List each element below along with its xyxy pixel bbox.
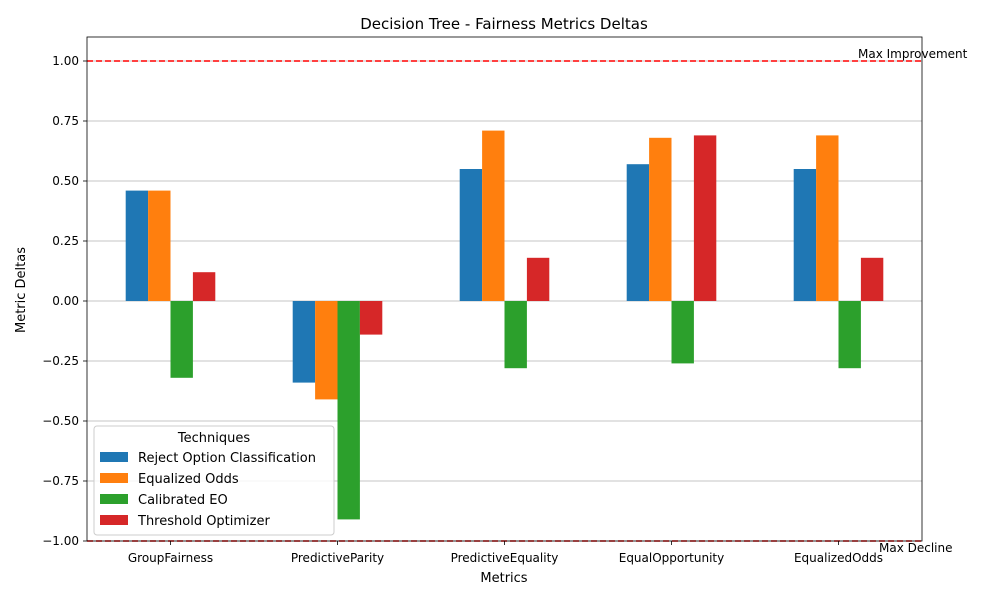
bar-threshold-optimizer-equalizedodds bbox=[860, 257, 884, 301]
plot-frame bbox=[86, 36, 923, 542]
bars bbox=[125, 130, 884, 520]
legend-entry-label: Threshold Optimizer bbox=[137, 514, 270, 529]
y-tick-label: −0.25 bbox=[42, 354, 79, 368]
y-tick-label: 1.00 bbox=[52, 54, 79, 68]
bar-equalized-odds-equalizedodds bbox=[816, 135, 839, 301]
bar-reject-option-classification-equalopportunity bbox=[626, 164, 650, 301]
legend-entry-label: Reject Option Classification bbox=[138, 451, 316, 466]
legend-swatch bbox=[100, 494, 128, 504]
reference-line-label: Max Decline bbox=[879, 541, 953, 555]
legend-swatch bbox=[100, 473, 128, 483]
bar-reject-option-classification-equalizedodds bbox=[793, 169, 817, 301]
bar-calibrated-eo-predictiveparity bbox=[337, 301, 360, 520]
bar-threshold-optimizer-predictiveparity bbox=[359, 301, 383, 335]
bar-calibrated-eo-equalizedodds bbox=[838, 301, 861, 369]
legend-entry-label: Calibrated EO bbox=[138, 493, 228, 508]
x-tick-label: PredictiveParity bbox=[291, 551, 384, 565]
y-tick-label: 0.25 bbox=[52, 234, 79, 248]
y-tick-label: 0.50 bbox=[52, 174, 79, 188]
bar-threshold-optimizer-groupfairness bbox=[192, 272, 216, 301]
y-tick-label: −0.75 bbox=[42, 474, 79, 488]
legend-box bbox=[93, 425, 335, 536]
bar-threshold-optimizer-predictiveequality bbox=[526, 257, 550, 301]
bar-reject-option-classification-groupfairness bbox=[125, 190, 149, 301]
bar-threshold-optimizer-equalopportunity bbox=[693, 135, 717, 301]
bar-equalized-odds-equalopportunity bbox=[649, 137, 672, 301]
bar-equalized-odds-predictiveparity bbox=[315, 301, 338, 400]
bar-calibrated-eo-groupfairness bbox=[170, 301, 193, 378]
y-axis-label: Metric Deltas bbox=[14, 247, 29, 333]
y-tick-label: −1.00 bbox=[42, 534, 79, 548]
axes: −1.00 −0.75 −0.50 −0.25 0.00 0.25 0.50 0.75 1.00… bbox=[42, 36, 923, 565]
bar-equalized-odds-predictiveequality bbox=[482, 130, 505, 301]
x-tick-label: PredictiveEquality bbox=[451, 551, 559, 565]
legend-swatch bbox=[100, 515, 128, 525]
legend: Techniques Reject Option Classification Eq… bbox=[93, 425, 335, 536]
x-tick-label: EqualOpportunity bbox=[619, 551, 725, 565]
legend-entry-label: Equalized Odds bbox=[138, 472, 239, 487]
bar-calibrated-eo-equalopportunity bbox=[671, 301, 694, 364]
bar-reject-option-classification-predictiveequality bbox=[459, 169, 483, 301]
bar-equalized-odds-groupfairness bbox=[148, 190, 171, 301]
y-tick-label: 0.00 bbox=[52, 294, 79, 308]
x-axis-label: Metrics bbox=[480, 571, 527, 586]
x-tick-label: EqualizedOdds bbox=[794, 551, 883, 565]
bar-calibrated-eo-predictiveequality bbox=[504, 301, 527, 369]
y-tick-label: −0.50 bbox=[42, 414, 79, 428]
bar-reject-option-classification-predictiveparity bbox=[292, 301, 316, 383]
chart-title: Decision Tree - Fairness Metrics Deltas bbox=[360, 15, 648, 33]
x-tick-label: GroupFairness bbox=[128, 551, 213, 565]
legend-title: Techniques bbox=[177, 431, 250, 446]
legend-swatch bbox=[100, 452, 128, 462]
y-tick-label: 0.75 bbox=[52, 114, 79, 128]
reference-line-label: Max Improvement bbox=[858, 47, 968, 61]
